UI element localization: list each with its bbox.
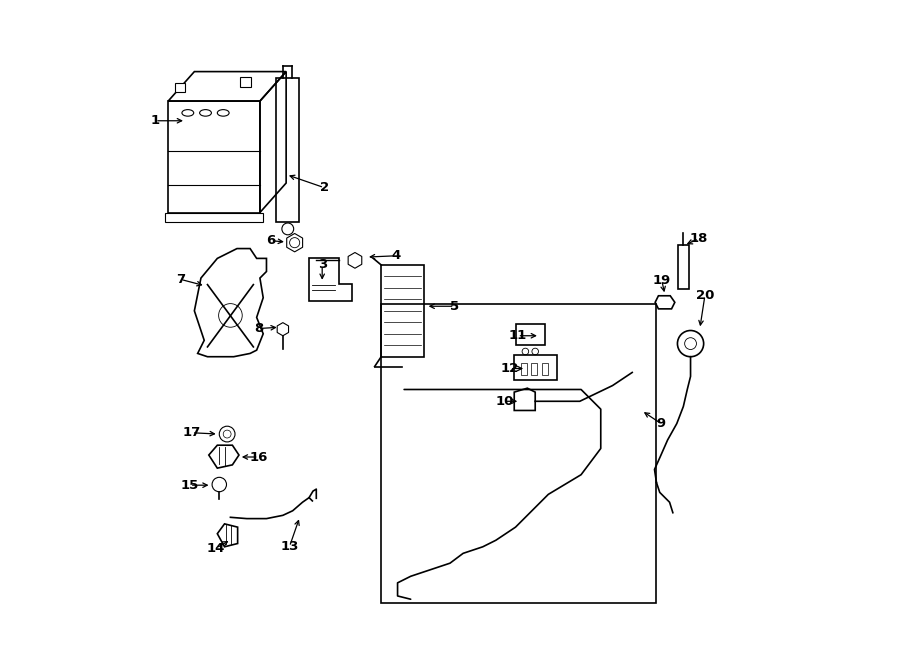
Text: 8: 8 — [254, 322, 263, 335]
Text: 12: 12 — [500, 362, 518, 375]
Text: 19: 19 — [652, 274, 670, 286]
Text: 7: 7 — [176, 273, 185, 286]
Bar — [240, 77, 251, 87]
Text: 11: 11 — [508, 329, 526, 342]
Text: 17: 17 — [183, 426, 201, 440]
Text: 14: 14 — [207, 541, 225, 555]
Text: 10: 10 — [495, 395, 514, 408]
Text: 15: 15 — [181, 479, 199, 492]
Text: 9: 9 — [656, 417, 666, 430]
Text: 18: 18 — [690, 232, 708, 245]
Text: 20: 20 — [696, 289, 715, 301]
Bar — [276, 78, 299, 222]
Text: 6: 6 — [266, 234, 275, 247]
Bar — [678, 245, 688, 290]
Bar — [516, 324, 545, 345]
Text: 5: 5 — [450, 299, 459, 313]
Text: 2: 2 — [320, 181, 328, 194]
Text: 1: 1 — [150, 114, 159, 128]
Bar — [531, 364, 537, 375]
Text: 16: 16 — [249, 451, 268, 463]
Bar — [521, 364, 526, 375]
Bar — [165, 213, 263, 222]
Bar — [542, 364, 548, 375]
Text: 3: 3 — [318, 258, 327, 272]
Bar — [382, 265, 424, 357]
Text: 4: 4 — [392, 249, 400, 262]
Bar — [175, 83, 185, 92]
Text: 13: 13 — [280, 540, 299, 553]
Bar — [514, 355, 557, 379]
Bar — [382, 304, 656, 603]
